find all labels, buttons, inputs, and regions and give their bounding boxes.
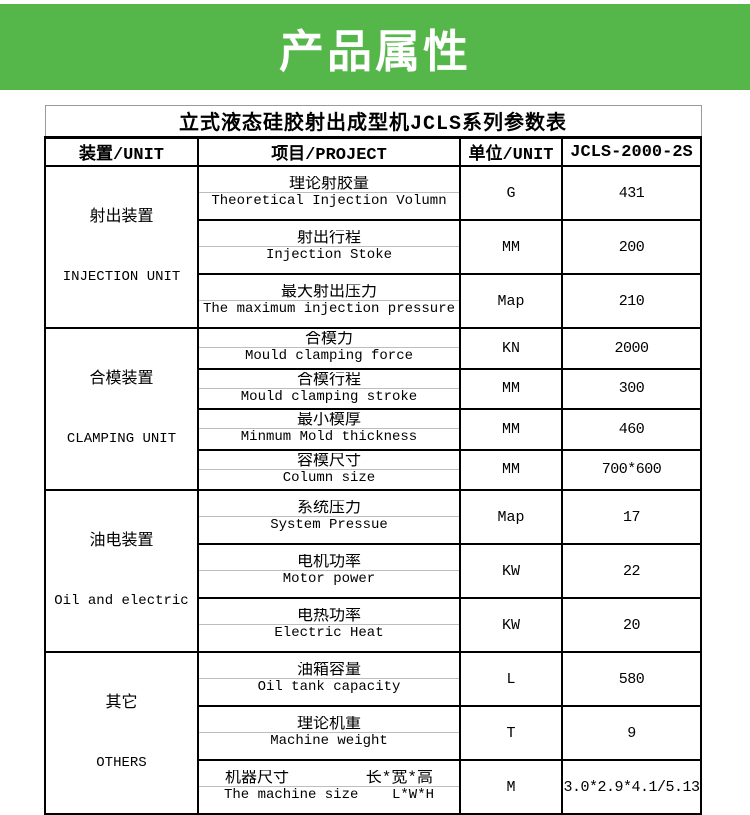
value-cell: 460 bbox=[560, 408, 703, 451]
project-label-cn: 系统压力 bbox=[199, 500, 459, 517]
unit-cell: MM bbox=[459, 367, 563, 410]
section-cell-clamping-unit: 合模装置 CLAMPING UNIT bbox=[44, 327, 199, 491]
banner: 产品属性 bbox=[0, 4, 750, 90]
project-label-en: The machine size L*W*H bbox=[223, 787, 435, 803]
project-label-en: Machine weight bbox=[270, 733, 388, 749]
section-label-en: OTHERS bbox=[96, 755, 147, 771]
project-cell: 系统压力 System Pressue bbox=[197, 489, 461, 545]
value-cell: 17 bbox=[560, 489, 703, 545]
project-label-cn: 电热功率 bbox=[199, 608, 459, 625]
project-label-en: Injection Stoke bbox=[265, 247, 393, 263]
project-cell: 合模行程 Mould clamping stroke bbox=[197, 367, 461, 410]
project-label-cn: 机器尺寸 长*宽*高 bbox=[199, 770, 459, 787]
value-cell: 22 bbox=[560, 543, 703, 599]
project-label-en: Motor power bbox=[282, 571, 376, 587]
project-label-cn: 理论射胶量 bbox=[199, 176, 459, 193]
table-row: 合模行程 Mould clamping stroke MM 300 bbox=[45, 367, 703, 410]
value-cell: 431 bbox=[560, 165, 703, 221]
project-label-cn: 最小模厚 bbox=[199, 412, 459, 430]
value-cell: 2000 bbox=[560, 327, 703, 370]
project-label-cn: 合模力 bbox=[199, 331, 459, 349]
unit-cell: MM bbox=[459, 408, 563, 451]
project-label-en: Oil tank capacity bbox=[257, 679, 401, 695]
table-row: 射出装置 INJECTION UNIT 理论射胶量 Theoretical In… bbox=[44, 165, 703, 329]
unit-cell: KN bbox=[459, 327, 563, 370]
project-label-en: Minmum Mold thickness bbox=[240, 429, 418, 446]
table-row: 油电装置 Oil and electric 系统压力 System Pressu… bbox=[44, 489, 703, 653]
project-cell: 合模力 Mould clamping force bbox=[197, 327, 461, 370]
table-title-row: 立式液态硅胶射出成型机JCLS系列参数表 bbox=[44, 105, 702, 138]
section-label-cn: 合模装置 bbox=[89, 370, 154, 388]
table-row: 电热功率 Electric Heat KW 20 bbox=[45, 597, 703, 653]
project-label-en: System Pressue bbox=[270, 517, 388, 533]
unit-cell: L bbox=[459, 651, 563, 707]
project-cell: 射出行程 Injection Stoke bbox=[197, 219, 461, 275]
value-cell: 580 bbox=[560, 651, 703, 707]
project-label-en: Theoretical Injection Volumn bbox=[211, 193, 447, 209]
project-label-cn: 电机功率 bbox=[199, 554, 459, 571]
section-label-en: CLAMPING UNIT bbox=[66, 431, 177, 447]
unit-cell: T bbox=[459, 705, 563, 761]
unit-cell: KW bbox=[459, 543, 563, 599]
unit-cell: G bbox=[459, 165, 563, 221]
table-header-row: 装置/UNIT 项目/PROJECT 单位/UNIT JCLS-2000-2S bbox=[44, 136, 703, 167]
project-label-en: Column size bbox=[282, 469, 376, 486]
value-cell: 300 bbox=[560, 367, 703, 410]
project-cell: 容模尺寸 Column size bbox=[197, 448, 461, 491]
project-cell: 电机功率 Motor power bbox=[197, 543, 461, 599]
value-cell: 9 bbox=[560, 705, 703, 761]
spec-table-container: 立式液态硅胶射出成型机JCLS系列参数表 装置/UNIT 项目/PROJECT … bbox=[44, 105, 703, 815]
project-cell: 电热功率 Electric Heat bbox=[197, 597, 461, 653]
banner-title: 产品属性 bbox=[278, 25, 471, 77]
section-label-cn: 射出装置 bbox=[89, 208, 154, 226]
unit-cell: Map bbox=[459, 489, 563, 545]
value-cell: 20 bbox=[560, 597, 703, 653]
project-label-cn: 最大射出压力 bbox=[199, 284, 459, 301]
value-cell: 210 bbox=[560, 273, 703, 329]
table-row: 射出行程 Injection Stoke MM 200 bbox=[45, 219, 703, 275]
section-cell-oil-electric: 油电装置 Oil and electric bbox=[44, 489, 199, 653]
table-title: 立式液态硅胶射出成型机JCLS系列参数表 bbox=[44, 105, 702, 138]
section-label-en: Oil and electric bbox=[54, 593, 189, 609]
table-row: 电机功率 Motor power KW 22 bbox=[45, 543, 703, 599]
unit-cell: MM bbox=[459, 219, 563, 275]
header-project: 项目/PROJECT bbox=[197, 136, 461, 167]
project-label-cn: 理论机重 bbox=[199, 716, 459, 733]
table-row: 最大射出压力 The maximum injection pressure Ma… bbox=[45, 273, 703, 329]
project-label-cn: 合模行程 bbox=[199, 372, 459, 389]
unit-cell: Map bbox=[459, 273, 563, 329]
unit-cell: KW bbox=[459, 597, 563, 653]
header-device-unit: 装置/UNIT bbox=[44, 136, 199, 167]
value-cell: 3.0*2.9*4.1/5.13 bbox=[560, 759, 703, 815]
project-label-en: Mould clamping stroke bbox=[240, 388, 418, 405]
project-cell: 最大射出压力 The maximum injection pressure bbox=[197, 273, 461, 329]
value-cell: 700*600 bbox=[560, 448, 703, 491]
section-label-en: INJECTION UNIT bbox=[62, 269, 181, 285]
table-row: 其它 OTHERS 油箱容量 Oil tank capacity L 580 bbox=[44, 651, 703, 815]
section-cell-others: 其它 OTHERS bbox=[44, 651, 199, 815]
project-cell: 理论机重 Machine weight bbox=[197, 705, 461, 761]
section-cell-injection-unit: 射出装置 INJECTION UNIT bbox=[44, 165, 199, 329]
project-label-en: The maximum injection pressure bbox=[202, 301, 456, 317]
header-unit: 单位/UNIT bbox=[459, 136, 563, 167]
table-row: 容模尺寸 Column size MM 700*600 bbox=[45, 448, 703, 491]
section-label-cn: 油电装置 bbox=[89, 532, 154, 550]
unit-cell: M bbox=[459, 759, 563, 815]
project-cell: 机器尺寸 长*宽*高 The machine size L*W*H bbox=[197, 759, 461, 815]
project-cell: 理论射胶量 Theoretical Injection Volumn bbox=[197, 165, 461, 221]
section-label-cn: 其它 bbox=[105, 694, 138, 712]
project-label-cn: 容模尺寸 bbox=[199, 453, 459, 470]
product-spec-table: 立式液态硅胶射出成型机JCLS系列参数表 装置/UNIT 项目/PROJECT … bbox=[44, 105, 703, 815]
unit-cell: MM bbox=[459, 448, 563, 491]
header-model: JCLS-2000-2S bbox=[560, 136, 703, 167]
table-row: 最小模厚 Minmum Mold thickness MM 460 bbox=[45, 408, 703, 451]
project-label-en: Electric Heat bbox=[274, 625, 384, 641]
value-cell: 200 bbox=[560, 219, 703, 275]
project-cell: 最小模厚 Minmum Mold thickness bbox=[197, 408, 461, 451]
project-label-cn: 射出行程 bbox=[199, 230, 459, 247]
project-label-en: Mould clamping force bbox=[244, 348, 414, 365]
project-cell: 油箱容量 Oil tank capacity bbox=[197, 651, 461, 707]
table-row: 合模装置 CLAMPING UNIT 合模力 Mould clamping fo… bbox=[44, 327, 703, 491]
